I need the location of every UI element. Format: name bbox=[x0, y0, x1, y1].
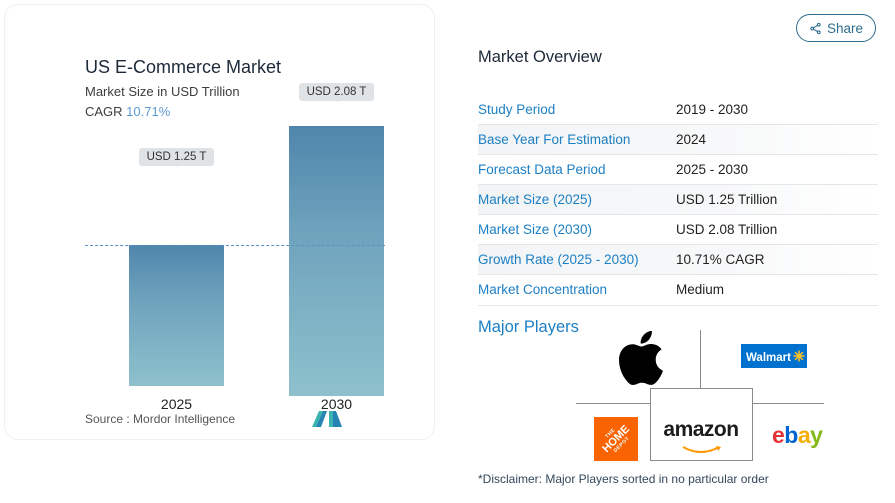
svg-text:Walmart: Walmart bbox=[746, 352, 791, 364]
